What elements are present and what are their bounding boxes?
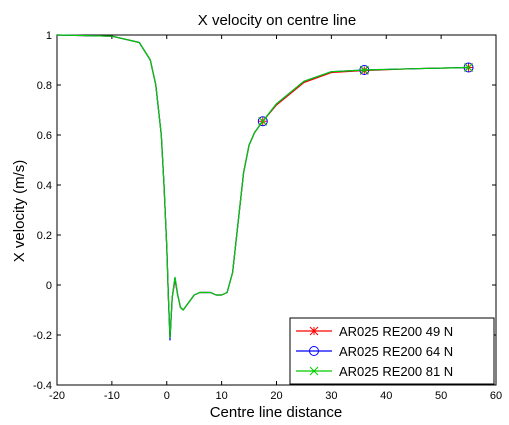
y-axis-label: X velocity (m/s) xyxy=(11,160,28,263)
x-tick-label: -10 xyxy=(104,390,120,402)
x-tick-label: -20 xyxy=(49,390,65,402)
legend-item: AR025 RE200 49 N xyxy=(296,324,453,339)
x-tick-label: 30 xyxy=(325,390,337,402)
x-tick-label: 60 xyxy=(490,390,502,402)
series-3-marker xyxy=(258,116,268,126)
legend-marker xyxy=(309,366,319,376)
y-tick-label: 1 xyxy=(46,30,52,42)
plot-area: -20 -10 0 10 20 30 40 50 60 -0.4 -0.2 0 0.2 0.4 0.6 0.8… xyxy=(33,30,502,402)
legend-marker xyxy=(309,326,319,336)
series-line-3 xyxy=(56,34,469,339)
y-tick-label: 0.6 xyxy=(37,130,52,142)
x-tick-label: 10 xyxy=(216,390,228,402)
x-tick-label: 40 xyxy=(380,390,392,402)
y-tick-label: 0.2 xyxy=(37,230,52,242)
series-3-marker-stroke xyxy=(258,116,268,126)
x-tick-label: 20 xyxy=(270,390,282,402)
legend-marker-shape xyxy=(309,346,319,356)
series-3-marker xyxy=(464,63,473,72)
series-3-marker xyxy=(359,65,369,75)
series-3-marker-stroke xyxy=(464,63,473,72)
y-tick-label: -0.4 xyxy=(33,380,52,392)
legend-marker xyxy=(309,346,319,356)
y-tick-label: 0.4 xyxy=(37,180,52,192)
legend-marker-stroke xyxy=(309,366,319,376)
y-tick-label: 0.8 xyxy=(37,80,52,92)
x-tick-label: 50 xyxy=(435,390,447,402)
legend-item: AR025 RE200 81 N xyxy=(296,364,453,379)
series-3-marker-stroke xyxy=(359,65,369,75)
series-2-marker xyxy=(257,116,268,127)
y-tick-label: 0 xyxy=(46,280,52,292)
series-2-marker-shape xyxy=(257,116,268,127)
chart-title: X velocity on centre line xyxy=(198,12,356,29)
y-tick-label: -0.2 xyxy=(33,330,52,342)
legend-label: AR025 RE200 64 N xyxy=(339,344,453,359)
legend: AR025 RE200 49 N AR025 RE200 64 N AR025 RE… xyxy=(289,317,495,385)
legend-label: AR025 RE200 81 N xyxy=(339,364,453,379)
legend-label: AR025 RE200 49 N xyxy=(339,324,453,339)
x-tick-label: 0 xyxy=(164,390,170,402)
legend-item: AR025 RE200 64 N xyxy=(296,344,453,359)
x-axis-label: Centre line distance xyxy=(210,404,343,421)
